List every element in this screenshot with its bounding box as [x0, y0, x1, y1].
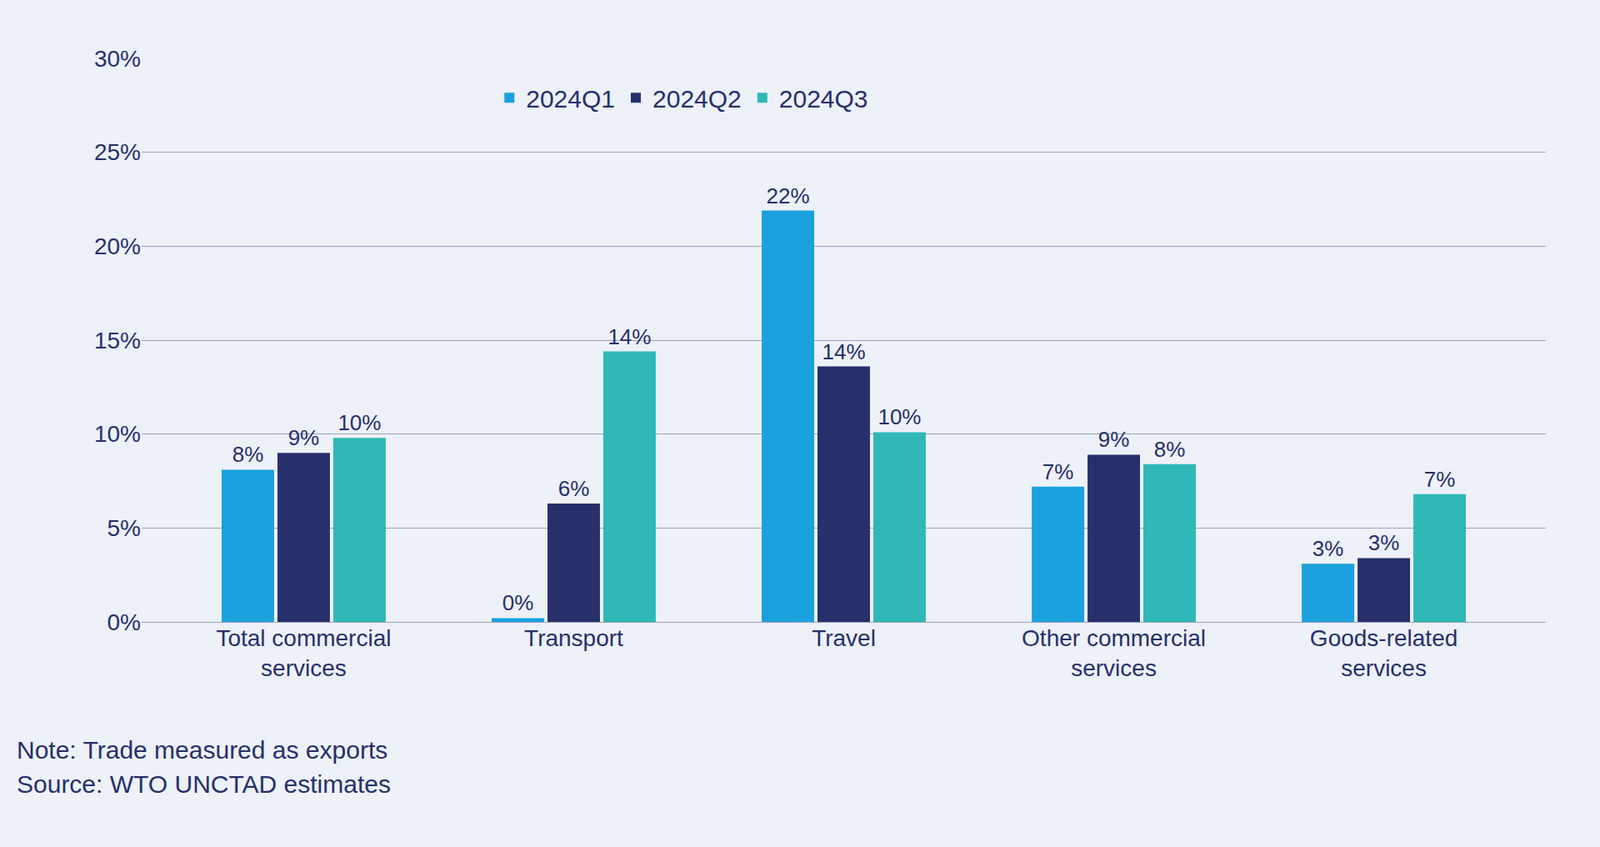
svg-text:9%: 9%: [1098, 426, 1130, 452]
svg-text:10%: 10%: [877, 404, 921, 430]
svg-text:2024Q3: 2024Q3: [779, 85, 869, 113]
svg-text:Travel: Travel: [811, 625, 876, 651]
svg-text:6%: 6%: [558, 475, 590, 501]
svg-text:5%: 5%: [107, 515, 141, 541]
svg-text:8%: 8%: [1154, 436, 1186, 462]
svg-text:7%: 7%: [1042, 459, 1075, 485]
svg-text:Source: WTO UNCTAD estimates: Source: WTO UNCTAD estimates: [16, 770, 391, 798]
svg-text:Total commercialservices: Total commercialservices: [215, 625, 391, 681]
svg-text:Other commercialservices: Other commercialservices: [1021, 625, 1206, 681]
svg-text:10%: 10%: [94, 420, 141, 447]
svg-text:14%: 14%: [607, 324, 651, 350]
svg-text:0%: 0%: [502, 590, 535, 615]
svg-text:20%: 20%: [94, 233, 141, 260]
svg-text:25%: 25%: [94, 139, 141, 165]
svg-text:3%: 3%: [1312, 535, 1345, 561]
svg-text:8%: 8%: [232, 441, 265, 467]
svg-text:22%: 22%: [766, 183, 810, 209]
svg-text:3%: 3%: [1368, 530, 1400, 555]
svg-text:14%: 14%: [821, 339, 865, 365]
svg-text:2024Q1: 2024Q1: [525, 85, 615, 113]
svg-text:15%: 15%: [94, 327, 141, 354]
svg-text:Goods-relatedservices: Goods-relatedservices: [1310, 625, 1458, 681]
svg-text:7%: 7%: [1424, 466, 1456, 492]
svg-text:2024Q2: 2024Q2: [652, 85, 742, 113]
svg-text:9%: 9%: [288, 425, 320, 450]
svg-text:30%: 30%: [94, 45, 141, 72]
svg-text:Transport: Transport: [524, 625, 624, 651]
svg-text:Note: Trade measured as export: Note: Trade measured as exports: [16, 735, 388, 764]
svg-text:0%: 0%: [107, 609, 141, 635]
svg-text:10%: 10%: [337, 410, 381, 435]
